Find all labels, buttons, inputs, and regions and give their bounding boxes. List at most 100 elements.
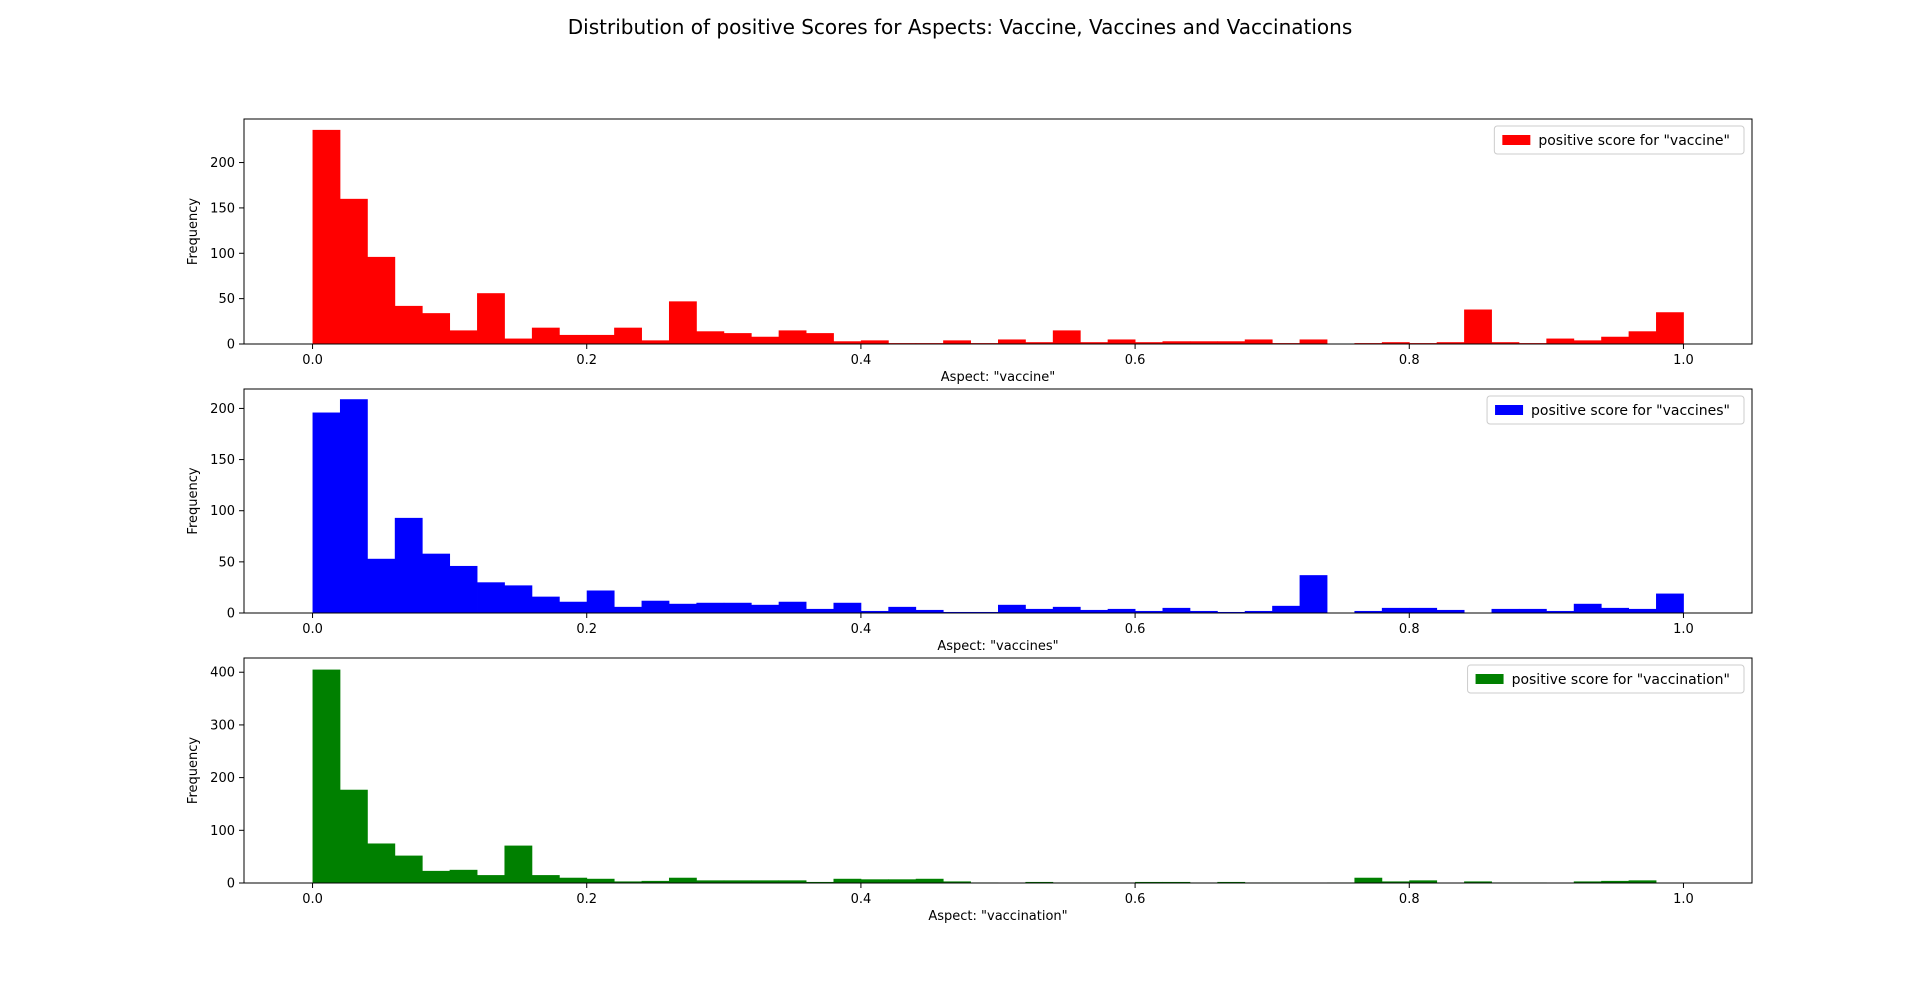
histogram-bar xyxy=(1162,341,1191,344)
subplot-2: 0.0 0.2 0.4 0.6 0.8 1.0 0 50 100 150 200 Aspect: "v… xyxy=(186,388,1753,654)
axes-frame xyxy=(243,118,1753,345)
histogram-bar xyxy=(422,553,451,613)
histogram-bar xyxy=(1189,610,1218,613)
histogram-bar xyxy=(751,604,780,613)
x-tick-label: 0.4 xyxy=(851,892,872,907)
histogram-bar xyxy=(367,256,396,344)
x-tick-label: 1.0 xyxy=(1673,622,1694,637)
histogram-bar xyxy=(1491,342,1520,344)
histogram-bar xyxy=(806,881,834,883)
y-tick-label: 100 xyxy=(210,504,235,519)
histogram-bar xyxy=(641,880,670,883)
histogram-bar xyxy=(1546,610,1575,613)
histogram-bar xyxy=(394,517,423,613)
histogram-bar xyxy=(1628,331,1657,344)
legend-label: positive score for "vaccine" xyxy=(1538,133,1730,149)
histogram-bar xyxy=(1217,611,1246,613)
histogram-bar xyxy=(1135,610,1163,613)
histogram-bar xyxy=(1601,336,1630,344)
x-tick-label: 0.0 xyxy=(302,353,323,368)
histogram-bar xyxy=(504,338,533,344)
histogram-bar xyxy=(531,596,560,613)
x-tick-label: 0.2 xyxy=(576,353,597,368)
y-tick-label: 50 xyxy=(218,292,235,307)
y-tick-label: 400 xyxy=(210,666,235,681)
legend-label: positive score for "vaccines" xyxy=(1531,403,1730,419)
histogram-bar xyxy=(1354,610,1383,613)
x-tick-label: 0.4 xyxy=(851,353,872,368)
histogram-bar xyxy=(1135,342,1163,344)
histogram-bar xyxy=(614,881,642,883)
histogram-bar xyxy=(559,877,588,883)
histogram-bar xyxy=(723,333,752,344)
histogram-bar xyxy=(449,565,478,613)
histogram-bar xyxy=(1080,609,1109,613)
legend: positive score for "vaccination" xyxy=(1467,664,1745,694)
histogram-bar xyxy=(367,843,396,883)
histogram-bar xyxy=(1107,339,1136,344)
histogram-bar xyxy=(1464,309,1492,344)
axes-frame xyxy=(243,657,1753,884)
histogram-bar xyxy=(998,339,1026,344)
histogram-bar xyxy=(1601,607,1630,613)
histogram-bar xyxy=(1601,880,1630,883)
histogram-bar xyxy=(915,878,944,883)
histogram-bar xyxy=(1189,341,1218,344)
histogram-bar xyxy=(751,880,780,883)
histogram-bar xyxy=(860,610,889,613)
histogram-bar xyxy=(1025,881,1054,883)
histogram-bar xyxy=(312,412,341,613)
histogram-bar xyxy=(1025,608,1054,613)
histogram-bar xyxy=(1107,608,1136,613)
histogram-bar xyxy=(1381,607,1410,613)
histogram-bar xyxy=(531,327,560,344)
histogram-bar xyxy=(1464,881,1492,883)
x-tick-label: 0.2 xyxy=(576,622,597,637)
x-tick-label: 1.0 xyxy=(1673,353,1694,368)
x-tick-label: 1.0 xyxy=(1673,892,1694,907)
histogram-bar xyxy=(586,590,615,613)
histogram-bar xyxy=(339,399,368,613)
histogram-bar xyxy=(943,881,971,883)
histogram-bar xyxy=(1299,339,1328,344)
axes-frame xyxy=(243,388,1753,614)
histogram-bar xyxy=(1409,607,1438,613)
histogram-bar xyxy=(1135,881,1163,883)
legend-label: positive score for "vaccination" xyxy=(1512,672,1730,688)
subplot-panels: 0.0 0.2 0.4 0.6 0.8 1.0 0 50 100 150 200 Aspect: "v… xyxy=(186,118,1753,924)
histogram-bar xyxy=(723,602,752,613)
histogram-bar xyxy=(422,313,451,344)
legend-box xyxy=(1486,395,1745,425)
x-axis-label: Aspect: "vaccination" xyxy=(928,909,1067,924)
histogram-bar xyxy=(641,340,670,344)
x-tick-label: 0.4 xyxy=(851,622,872,637)
legend: positive score for "vaccines" xyxy=(1486,395,1745,425)
x-tick-label: 0.6 xyxy=(1125,353,1146,368)
histogram-bar xyxy=(449,869,478,883)
histogram-bar xyxy=(888,606,917,613)
histogram-bar xyxy=(1656,312,1684,344)
legend-box xyxy=(1493,125,1745,155)
histogram-bar xyxy=(394,305,423,344)
subplot-1: 0.0 0.2 0.4 0.6 0.8 1.0 0 50 100 150 200 Aspect: "v… xyxy=(186,118,1753,385)
legend-box xyxy=(1467,664,1745,694)
histogram-bar xyxy=(531,875,560,883)
x-tick-label: 0.8 xyxy=(1399,892,1420,907)
histogram-bar xyxy=(504,585,533,613)
y-tick-label: 200 xyxy=(210,156,235,171)
histogram-bar xyxy=(833,341,862,344)
histogram-bar xyxy=(778,330,807,344)
y-tick-label: 100 xyxy=(210,824,235,839)
histogram-bar xyxy=(1546,338,1575,344)
histogram-bar xyxy=(1573,603,1602,613)
histogram-bar xyxy=(449,330,478,344)
y-tick-label: 50 xyxy=(218,555,235,570)
histogram-bar xyxy=(1052,606,1081,613)
histogram-bar xyxy=(806,608,834,613)
x-tick-label: 0.0 xyxy=(302,622,323,637)
x-axis-label: Aspect: "vaccine" xyxy=(941,370,1055,385)
y-axis-label: Frequency xyxy=(186,198,201,265)
x-tick-label: 0.8 xyxy=(1399,622,1420,637)
histogram-bar xyxy=(586,878,615,883)
